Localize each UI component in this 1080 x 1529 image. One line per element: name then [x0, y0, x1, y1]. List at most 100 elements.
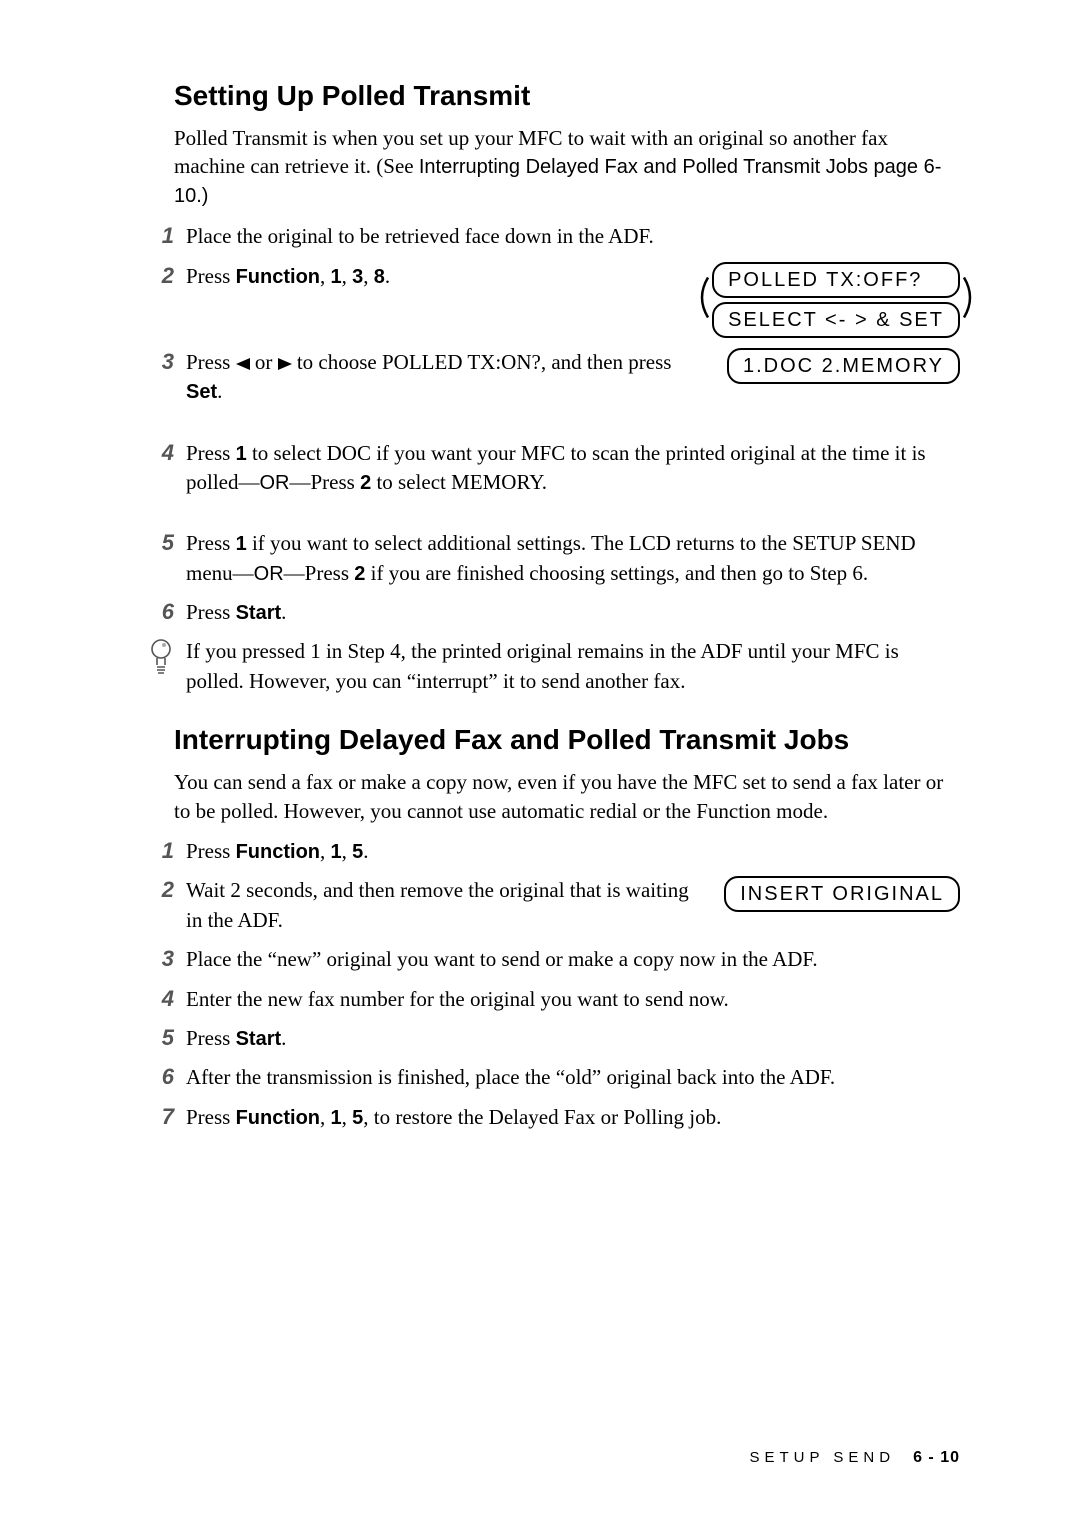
- step-4: 4 Press 1 to select DOC if you want your…: [150, 439, 960, 498]
- t: .: [217, 379, 222, 403]
- step-3b: 3 Place the “new” original you want to s…: [150, 945, 960, 974]
- step-6: 6 Press Start.: [150, 598, 960, 627]
- intro-link: Interrupting Delayed Fax and Polled Tran…: [419, 156, 868, 178]
- step-text: Wait 2 seconds, and then remove the orig…: [186, 876, 704, 935]
- key-1: 1: [331, 841, 342, 863]
- key-1: 1: [331, 1107, 342, 1129]
- lcd-display-group: 1.DOC 2.MEMORY: [727, 348, 960, 384]
- lcd-line-2: SELECT <- > & SET: [712, 302, 960, 338]
- key-function: Function: [236, 1107, 320, 1129]
- step-text: Press Start.: [186, 1024, 960, 1053]
- t: Press: [186, 350, 236, 374]
- t: ,: [363, 264, 374, 288]
- t: .: [281, 600, 286, 624]
- step-7b: 7 Press Function, 1, 5, to restore the D…: [150, 1103, 960, 1132]
- key-1: 1: [331, 266, 342, 288]
- page-footer: SETUP SEND 6 - 10: [749, 1449, 960, 1467]
- lcd-line-3: 1.DOC 2.MEMORY: [727, 348, 960, 384]
- step-number: 6: [150, 598, 174, 627]
- step-3: 3 Press or to choose POLLED TX:ON?, and …: [150, 348, 960, 407]
- key-5: 5: [352, 841, 363, 863]
- step-number: 3: [150, 348, 174, 377]
- key-function: Function: [236, 841, 320, 863]
- step-text: Place the “new” original you want to sen…: [186, 945, 960, 974]
- step-text: Press Function, 1, 3, 8.: [186, 262, 692, 291]
- t: ,: [342, 1105, 353, 1129]
- steps-list-1: 1 Place the original to be retrieved fac…: [150, 222, 960, 627]
- step-number: 6: [150, 1063, 174, 1092]
- bracket-left-icon: [694, 275, 710, 324]
- intro-paragraph-2: You can send a fax or make a copy now, e…: [174, 768, 960, 825]
- section-title-polled-transmit: Setting Up Polled Transmit: [174, 80, 960, 112]
- lightbulb-icon: [150, 639, 174, 684]
- t: Press: [186, 264, 236, 288]
- lcd-display-group: POLLED TX:OFF? SELECT <- > & SET: [712, 262, 960, 338]
- key-2: 2: [354, 563, 365, 585]
- t: Press: [186, 441, 236, 465]
- step-text: Enter the new fax number for the origina…: [186, 985, 960, 1014]
- or-text: OR: [254, 563, 284, 585]
- step-number: 3: [150, 945, 174, 974]
- step-number: 5: [150, 1024, 174, 1053]
- key-function: Function: [236, 266, 320, 288]
- step-1b: 1 Press Function, 1, 5.: [150, 837, 960, 866]
- note-text: If you pressed 1 in Step 4, the printed …: [186, 637, 960, 696]
- lcd-line-1: POLLED TX:OFF?: [712, 262, 960, 298]
- lcd-insert-original: INSERT ORIGINAL: [724, 876, 960, 912]
- lcd-display-group: INSERT ORIGINAL: [724, 876, 960, 912]
- t: , to restore the Delayed Fax or Polling …: [363, 1105, 721, 1129]
- t: if you are finished choosing settings, a…: [365, 561, 868, 585]
- t: .: [385, 264, 390, 288]
- step-number: 7: [150, 1103, 174, 1132]
- key-2: 2: [360, 472, 371, 494]
- page-number: 6 - 10: [913, 1449, 960, 1466]
- t: ,: [320, 1105, 331, 1129]
- key-1: 1: [310, 639, 321, 663]
- t: —Press: [284, 561, 355, 585]
- or-text: OR: [260, 472, 290, 494]
- step-5b: 5 Press Start.: [150, 1024, 960, 1053]
- step-text: Press Function, 1, 5.: [186, 837, 960, 866]
- t: ,: [320, 839, 331, 863]
- step-2: 2 Press Function, 1, 3, 8. POLLED TX:OFF…: [150, 262, 960, 338]
- section-title-interrupting: Interrupting Delayed Fax and Polled Tran…: [174, 724, 960, 756]
- footer-label: SETUP SEND: [749, 1449, 895, 1466]
- step-number: 2: [150, 262, 174, 291]
- t: If you pressed: [186, 639, 310, 663]
- intro-paragraph: Polled Transmit is when you set up your …: [174, 124, 960, 210]
- note: If you pressed 1 in Step 4, the printed …: [150, 637, 960, 696]
- key-1: 1: [236, 443, 247, 465]
- step-body: Place the original to be retrieved face …: [186, 222, 960, 251]
- t: Press: [186, 1105, 236, 1129]
- key-3: 3: [352, 266, 363, 288]
- step-text: Press Start.: [186, 598, 960, 627]
- key-1: 1: [236, 533, 247, 555]
- step-number: 5: [150, 529, 174, 558]
- key-8: 8: [374, 266, 385, 288]
- t: Press: [186, 531, 236, 555]
- step-2b: 2 Wait 2 seconds, and then remove the or…: [150, 876, 960, 935]
- step-1: 1 Place the original to be retrieved fac…: [150, 222, 960, 251]
- step-text: Press Function, 1, 5, to restore the Del…: [186, 1103, 960, 1132]
- step-number: 1: [150, 222, 174, 251]
- right-arrow-icon: [278, 358, 292, 370]
- step-text: Press 1 to select DOC if you want your M…: [186, 439, 960, 498]
- key-set: Set: [186, 381, 217, 403]
- key-start: Start: [236, 1028, 282, 1050]
- step-6b: 6 After the transmission is finished, pl…: [150, 1063, 960, 1092]
- step-number: 1: [150, 837, 174, 866]
- t: Press: [186, 600, 236, 624]
- step-text: Press 1 if you want to select additional…: [186, 529, 960, 588]
- t: .: [363, 839, 368, 863]
- step-number: 4: [150, 985, 174, 1014]
- bracket-right-icon: [962, 275, 978, 324]
- t: —Press: [290, 470, 361, 494]
- t: ,: [342, 839, 353, 863]
- steps-list-2: 1 Press Function, 1, 5. 2 Wait 2 seconds…: [150, 837, 960, 1132]
- step-4b: 4 Enter the new fax number for the origi…: [150, 985, 960, 1014]
- key-5: 5: [352, 1107, 363, 1129]
- step-number: 2: [150, 876, 174, 905]
- t: Press: [186, 839, 236, 863]
- t: ,: [342, 264, 353, 288]
- step-number: 4: [150, 439, 174, 468]
